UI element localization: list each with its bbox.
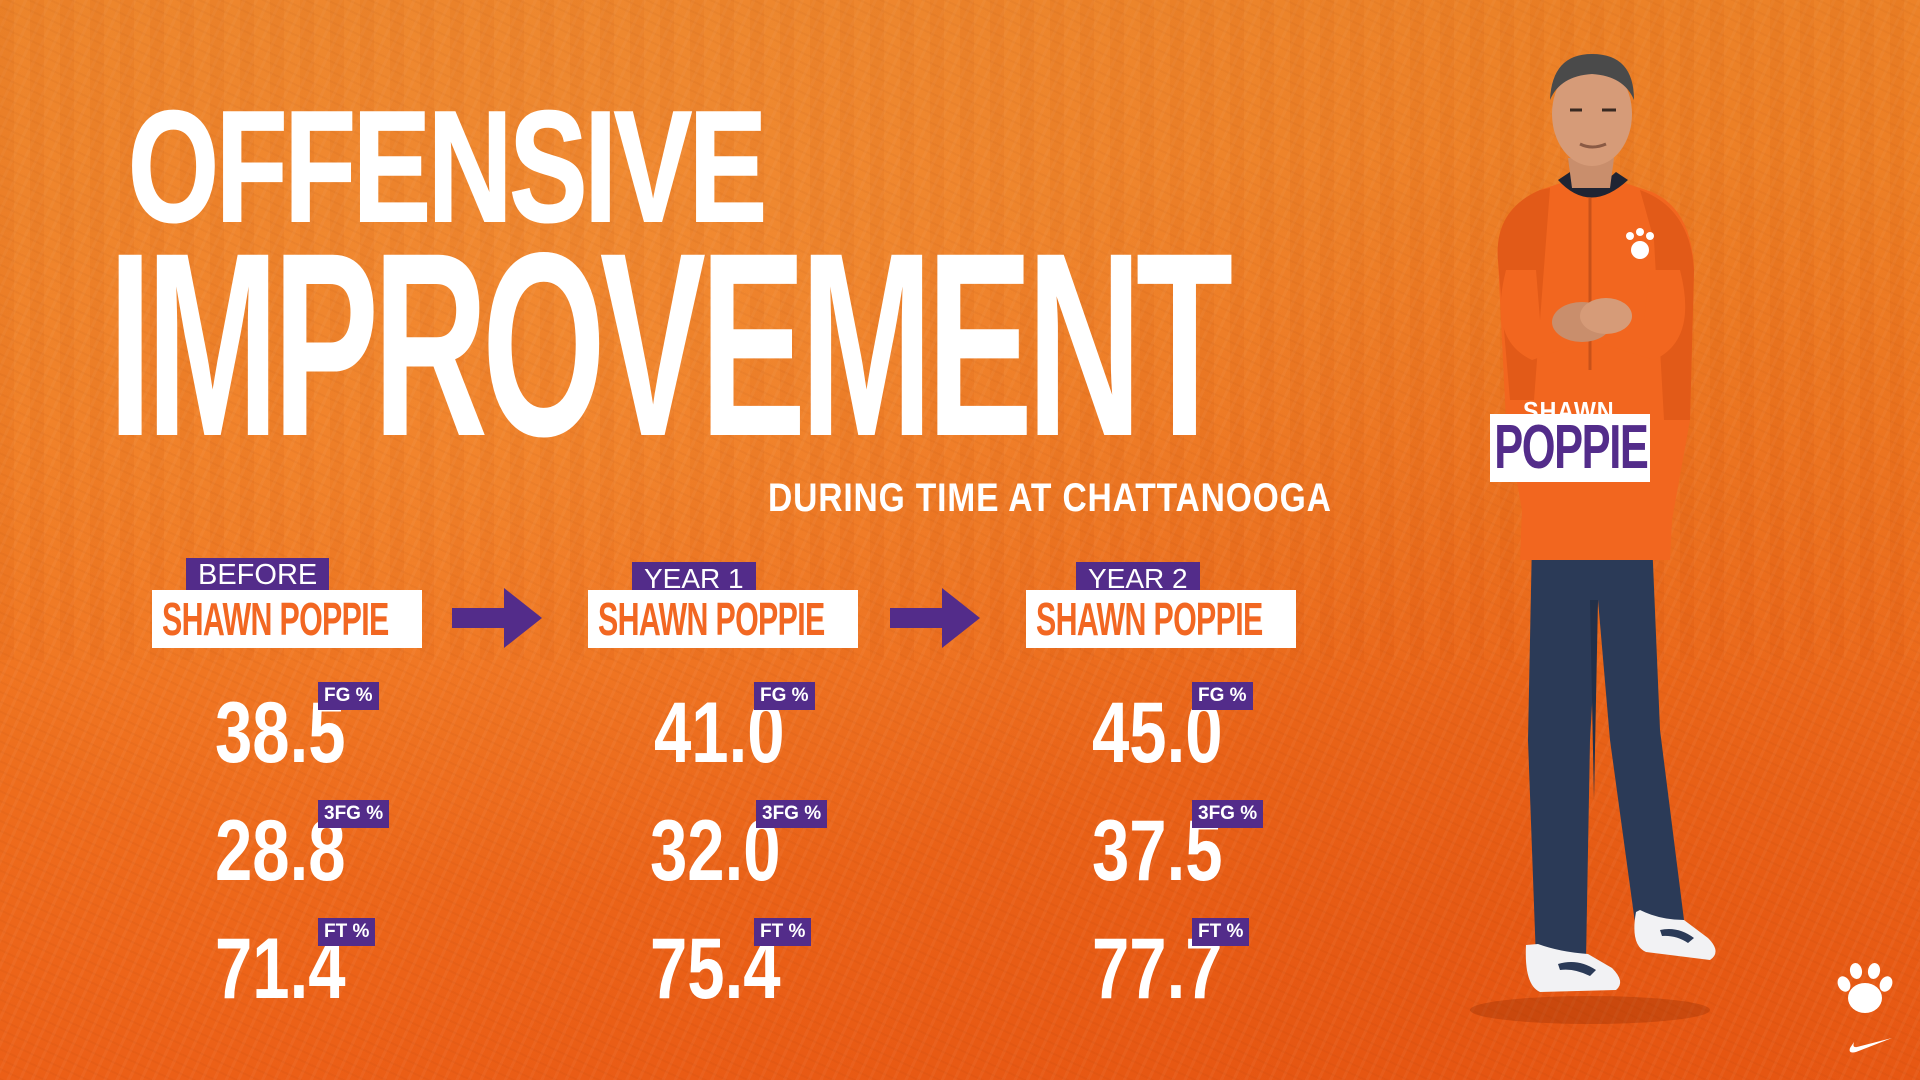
coach-nameplate: SHAWN POPPIE xyxy=(588,590,858,648)
stat-label: 3FG % xyxy=(756,800,828,828)
coach-name: SHAWN POPPIE xyxy=(1036,593,1263,645)
title-offensive: OFFENSIVE xyxy=(127,79,767,255)
right-arrow-icon xyxy=(452,588,542,648)
stat-label: FG % xyxy=(1192,682,1253,710)
period-tag: BEFORE xyxy=(186,558,330,592)
coach-last-name: POPPIE xyxy=(1494,414,1649,482)
coach-name: SHAWN POPPIE xyxy=(598,593,825,645)
stat-label: 3FG % xyxy=(1192,800,1264,828)
stat-label: FG % xyxy=(318,682,379,710)
coach-nameplate: SHAWN POPPIE xyxy=(152,590,422,648)
stat-label: FT % xyxy=(1192,918,1250,946)
stat-label: 3FG % xyxy=(318,800,390,828)
paw-logo-icon xyxy=(1837,963,1893,1013)
stat-label: FT % xyxy=(318,918,376,946)
title-improvement: IMPROVEMENT xyxy=(108,198,1233,491)
coach-photo xyxy=(1470,54,1716,1024)
right-arrow-icon xyxy=(890,588,980,648)
stat-label: FG % xyxy=(754,682,815,710)
coach-nameplate: SHAWN POPPIE xyxy=(1026,590,1296,648)
coach-last-name-plate: POPPIE xyxy=(1490,414,1650,482)
stat-label: FT % xyxy=(754,918,812,946)
swoosh-logo-icon xyxy=(1849,1038,1892,1053)
subtitle: DURING TIME AT CHATTANOOGA xyxy=(768,476,1332,520)
coach-name: SHAWN POPPIE xyxy=(162,593,389,645)
